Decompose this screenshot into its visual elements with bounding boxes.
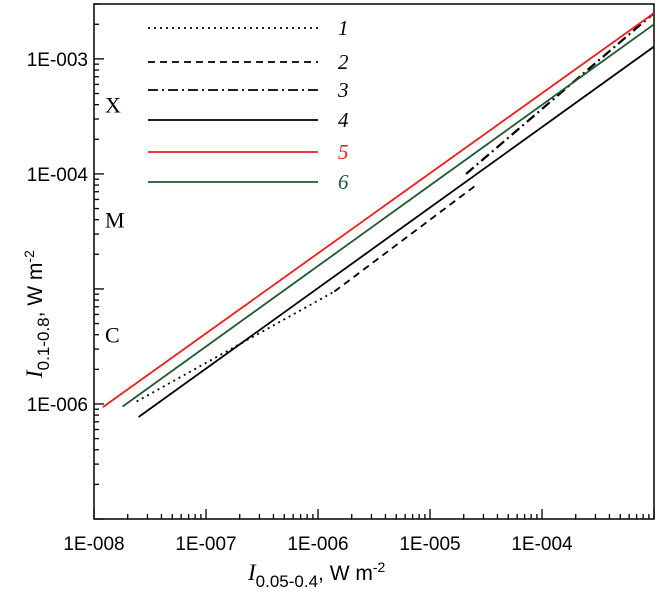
x-axis-power: -2: [373, 559, 386, 575]
legend-label-3: 3: [337, 78, 349, 102]
class-labels: X M C: [105, 93, 125, 348]
tick-labels: 1E-008 1E-007 1E-006 1E-005 1E-004 1E-006 1E-0…: [27, 50, 573, 555]
x-tick-label: 1E-005: [399, 534, 460, 555]
series-2-line: [333, 185, 476, 293]
legend-label-4: 4: [338, 108, 349, 132]
flare-class-label: M: [105, 208, 125, 233]
flare-class-label: X: [105, 93, 121, 118]
series-lines: [102, 12, 655, 418]
x-tick-label: 1E-006: [287, 534, 348, 555]
legend-label-6: 6: [338, 170, 349, 194]
x-axis-label: I0.05-0.4, W m-2: [247, 559, 386, 591]
y-axis-unit: , W m: [24, 263, 47, 318]
series-6-line: [122, 23, 655, 408]
y-axis-subscript: 0.1-0.8: [34, 317, 53, 370]
x-axis-symbol: I: [247, 560, 257, 585]
y-axis-label: I0.1-0.8, W m-2: [21, 250, 53, 379]
y-axis-symbol: I: [22, 369, 47, 379]
legend-label-1: 1: [338, 16, 349, 40]
x-axis-unit: , W m: [318, 562, 373, 585]
y-tick-label: 1E-003: [27, 50, 88, 71]
x-tick-label: 1E-008: [63, 534, 124, 555]
x-tick-label: 1E-004: [511, 534, 573, 555]
series-3-line: [465, 12, 655, 175]
series-1-line: [136, 290, 335, 403]
legend-label-2: 2: [338, 50, 349, 74]
y-axis-power: -2: [21, 250, 37, 263]
legend-label-5: 5: [338, 140, 349, 164]
series-5-line: [102, 12, 655, 408]
series-4-line: [138, 45, 655, 418]
y-tick-label: 1E-006: [27, 395, 88, 416]
flare-class-label: C: [105, 323, 120, 348]
legend: 1 2 3 4 5 6: [148, 16, 349, 194]
ticks: [93, 3, 655, 520]
y-tick-label: 1E-004: [27, 165, 89, 186]
x-tick-label: 1E-007: [175, 534, 236, 555]
x-axis-subscript: 0.05-0.4: [256, 572, 318, 591]
